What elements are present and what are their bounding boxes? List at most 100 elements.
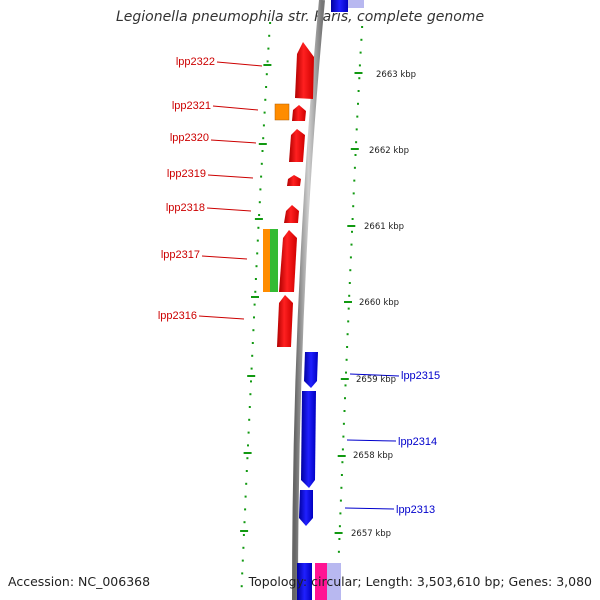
gene-label-lpp2322[interactable]: lpp2322 [176, 56, 215, 68]
ruler-dot [347, 307, 350, 310]
ruler-dot [355, 141, 358, 144]
ruler-dot [339, 512, 342, 515]
forward-label-leaders [198, 61, 263, 320]
inner-ring-dot [259, 188, 262, 191]
inner-ring-dot [265, 86, 268, 88]
map-title: Legionella pneumophila str. Paris, compl… [115, 9, 485, 25]
ruler-major-tick [344, 301, 352, 303]
inner-dot-ring [240, 22, 272, 588]
gene-label-lpp2316[interactable]: lpp2316 [158, 310, 197, 322]
inner-ring-dot [249, 393, 252, 396]
inner-ring-dot [258, 201, 261, 204]
ruler-dot [348, 294, 351, 297]
inner-ring-dash [258, 143, 267, 145]
ruler-dot [351, 218, 354, 220]
gene-label-lpp2321[interactable]: lpp2321 [172, 100, 211, 112]
inner-ring-dot [268, 34, 271, 37]
ruler-ring [334, 26, 364, 592]
bottom-cap-features [297, 563, 341, 600]
inner-ring-dot [248, 418, 251, 421]
ruler-dot [358, 77, 361, 80]
ruler-dot [341, 448, 344, 451]
inner-ring-dot [242, 546, 245, 549]
inner-ring-dot [244, 508, 247, 511]
ruler-label-2662: 2662 kbp [369, 146, 409, 156]
ruler-label-2663: 2663 kbp [376, 70, 416, 80]
ruler-dot [349, 256, 352, 259]
inner-ring-dot [248, 406, 251, 408]
inner-ring-dot [253, 303, 256, 306]
ruler-dot [342, 435, 345, 438]
forward-cds-lpp2320 [289, 129, 305, 162]
inner-ring-dot [254, 278, 257, 280]
inner-ring-dot [245, 482, 248, 485]
ruler-label-2657: 2657 kbp [351, 529, 391, 539]
reverse-cds-top-cap [331, 0, 348, 12]
ruler-major-tick [337, 455, 346, 457]
inner-ring-dot [265, 73, 268, 76]
ruler-dot [337, 550, 340, 553]
inner-ring-dot [251, 354, 254, 357]
inner-ring-dot [242, 534, 245, 536]
inner-ring-dot [263, 111, 266, 114]
inner-ring-dot [241, 572, 244, 575]
gene-label-lpp2319[interactable]: lpp2319 [167, 168, 206, 180]
inner-ring-dot [254, 290, 257, 293]
ruler-dot [346, 333, 349, 336]
inner-ring-dash [243, 452, 252, 454]
inner-ring-dot [261, 150, 264, 152]
ruler-major-tick [347, 225, 356, 227]
forward-cds-lpp2318 [284, 205, 299, 223]
inner-ring-dot [262, 124, 265, 127]
ruler-dot [340, 486, 343, 489]
ruler-dot [339, 499, 342, 502]
reverse-cds-lpp2315 [304, 352, 318, 388]
inner-ring-dash [254, 218, 263, 220]
ruler-label-2659: 2659 kbp [356, 375, 396, 385]
ruler-major-tick [350, 148, 359, 150]
ruler-major-tick [334, 532, 343, 534]
gene-label-lpp2313[interactable]: lpp2313 [396, 504, 435, 516]
inner-ring-dot [240, 585, 243, 588]
forward-cds-lpp2319 [287, 175, 301, 186]
ruler-dot [338, 525, 341, 528]
ruler-dot [361, 26, 364, 28]
inner-ring-dot [257, 226, 260, 229]
ruler-label-2660: 2660 kbp [359, 298, 399, 308]
inner-ring-dot [250, 367, 253, 370]
ruler-dot [353, 179, 356, 182]
ruler-major-tick [340, 378, 349, 380]
gene-label-lpp2318[interactable]: lpp2318 [166, 202, 205, 214]
inner-ring-dot [262, 137, 265, 140]
lavender-feature-top-cap [348, 0, 364, 8]
inner-ring-dot [247, 444, 249, 447]
inner-ring-dash [251, 296, 259, 298]
inner-ring-dot [251, 342, 254, 344]
inner-ring-dash [263, 64, 272, 66]
ruler-dot [357, 90, 360, 92]
gene-label-lpp2320[interactable]: lpp2320 [170, 132, 209, 144]
ruler-dot [346, 346, 349, 348]
ruler-dot [356, 115, 359, 118]
inner-ring-dash [247, 375, 256, 377]
gene-label-lpp2314[interactable]: lpp2314 [398, 436, 437, 448]
inner-ring-dot [258, 214, 261, 216]
inner-ring-dot [250, 380, 252, 383]
ruler-major-tick [354, 72, 363, 74]
ruler-dot [342, 422, 345, 425]
forward-cds-lpp2316 [277, 295, 293, 347]
ruler-dot [355, 128, 358, 131]
inner-ring-dot [247, 431, 250, 434]
ruler-dot [350, 243, 353, 246]
ruler-dot [345, 371, 347, 374]
ruler-dot [354, 154, 357, 156]
inner-ring-dot [256, 252, 259, 255]
forward-cds-lpp2317 [263, 229, 297, 292]
inner-ring-dot [269, 22, 272, 24]
ruler-dot [344, 397, 346, 400]
gene-label-lpp2317[interactable]: lpp2317 [161, 249, 200, 261]
inner-ring-dot [244, 495, 247, 498]
genome-backbone [292, 0, 325, 600]
gene-label-lpp2315[interactable]: lpp2315 [401, 370, 440, 382]
